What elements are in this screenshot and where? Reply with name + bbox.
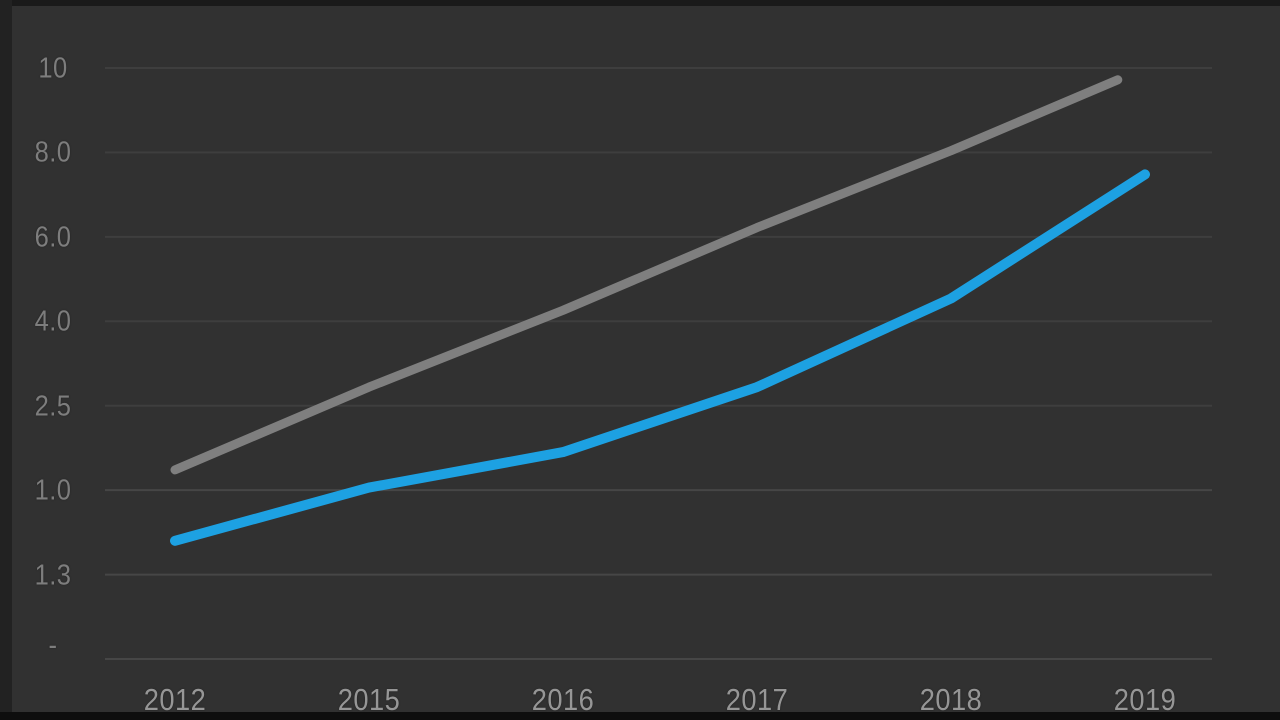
y-tick-label: 8.0 <box>34 136 72 169</box>
x-tick-label: 2017 <box>725 682 789 717</box>
series-line-lower-blue-line <box>170 169 1150 546</box>
x-tick-label: 2019 <box>1113 682 1177 717</box>
gridlines-group <box>105 67 1212 660</box>
x-tick-label: 2016 <box>531 682 595 717</box>
series-line-upper-gray-line <box>170 75 1123 475</box>
x-tick-label: 2018 <box>919 682 983 717</box>
x-tick-label: 2012 <box>143 682 207 717</box>
y-tick-label: 6.0 <box>34 221 72 254</box>
y-tick-label: 1.0 <box>34 474 72 507</box>
y-tick-label: 4.0 <box>34 305 72 338</box>
series-lines-group <box>170 75 1150 546</box>
y-tick-label: - <box>48 629 58 662</box>
y-tick-label: 1.3 <box>34 559 72 592</box>
x-tick-label: 2015 <box>337 682 401 717</box>
y-tick-label: 10 <box>38 52 68 85</box>
y-tick-label: 2.5 <box>34 390 72 423</box>
